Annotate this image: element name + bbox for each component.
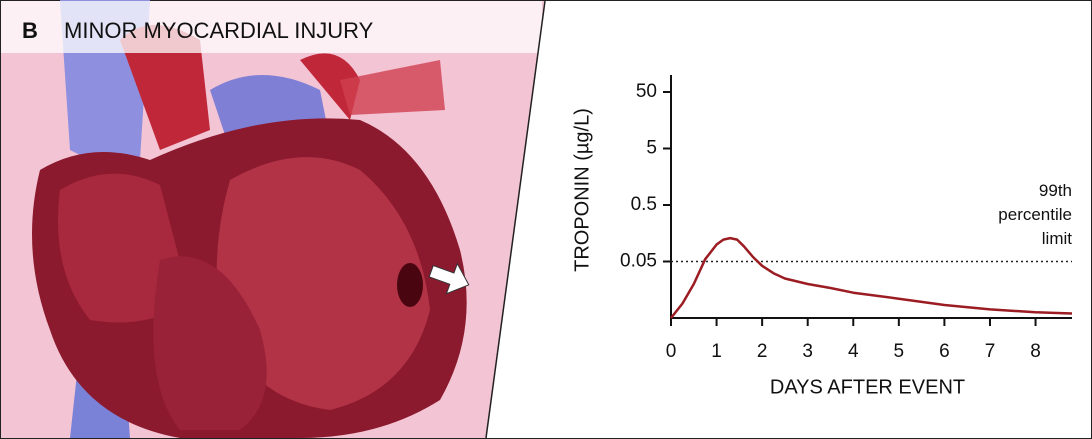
threshold-label: percentile: [998, 205, 1072, 224]
x-axis-title: DAYS AFTER EVENT: [770, 376, 965, 398]
x-tick-label: 1: [711, 341, 722, 362]
y-axis-title: TROPONIN (µg/L): [571, 108, 593, 272]
x-tick-label: 6: [939, 341, 950, 362]
y-tick-label: 0.5: [631, 194, 657, 215]
x-tick-label: 2: [757, 341, 768, 362]
y-tick-label: 0.05: [620, 251, 657, 272]
threshold-label: limit: [1042, 229, 1072, 248]
x-tick-label: 0: [666, 341, 677, 362]
x-tick-label: 8: [1030, 341, 1041, 362]
panel-title: MINOR MYOCARDIAL INJURY: [64, 18, 374, 43]
threshold-label: 99th: [1039, 181, 1072, 200]
x-tick-label: 4: [848, 341, 859, 362]
x-tick-label: 5: [894, 341, 905, 362]
y-tick-label: 5: [646, 138, 657, 159]
x-tick-label: 7: [985, 341, 996, 362]
figure: B MINOR MYOCARDIAL INJURY 0.05 0.5 5 50 0 1 2 3…: [0, 0, 1092, 439]
panel-label: B: [22, 18, 38, 43]
heart-illustration: [1, 0, 545, 438]
y-tick-label: 50: [636, 81, 657, 102]
x-tick-label: 3: [802, 341, 813, 362]
